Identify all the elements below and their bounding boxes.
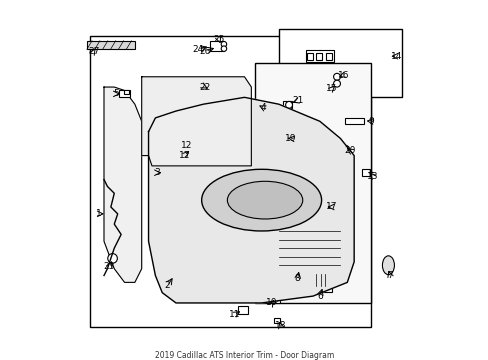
- Bar: [305, 50, 333, 62]
- Bar: [254, 63, 370, 303]
- Circle shape: [160, 168, 170, 178]
- Bar: [119, 90, 129, 97]
- Circle shape: [333, 80, 340, 87]
- Text: 2019 Cadillac ATS Interior Trim - Door Diagram: 2019 Cadillac ATS Interior Trim - Door D…: [155, 351, 333, 360]
- Circle shape: [342, 145, 348, 152]
- Bar: [210, 41, 224, 51]
- Text: 12: 12: [180, 141, 191, 150]
- Text: 23: 23: [103, 262, 115, 271]
- Circle shape: [202, 88, 207, 93]
- Text: 17: 17: [325, 202, 337, 211]
- Ellipse shape: [227, 181, 302, 219]
- Circle shape: [221, 46, 226, 51]
- Polygon shape: [148, 97, 353, 303]
- Bar: [87, 41, 135, 49]
- Text: 8: 8: [294, 274, 300, 283]
- Text: 11: 11: [228, 310, 240, 319]
- Text: 12: 12: [179, 151, 190, 160]
- Bar: [314, 280, 331, 292]
- Text: 5: 5: [113, 89, 119, 98]
- Bar: [273, 318, 280, 323]
- Bar: [318, 204, 327, 210]
- Bar: [278, 29, 401, 97]
- Text: 19: 19: [285, 134, 296, 143]
- Circle shape: [285, 102, 292, 108]
- Circle shape: [212, 88, 218, 93]
- Text: 16: 16: [337, 71, 349, 80]
- Text: 7: 7: [386, 271, 392, 280]
- Circle shape: [272, 297, 278, 302]
- Text: 27: 27: [88, 46, 99, 55]
- Bar: [90, 36, 370, 327]
- Bar: [325, 53, 331, 60]
- Text: 24: 24: [192, 45, 203, 54]
- Text: 22: 22: [199, 82, 210, 91]
- Bar: [279, 135, 288, 142]
- Text: 15: 15: [325, 84, 337, 93]
- Bar: [283, 101, 291, 108]
- Bar: [362, 169, 369, 176]
- Text: 4: 4: [260, 103, 265, 112]
- Bar: [315, 53, 322, 60]
- Bar: [203, 88, 217, 93]
- Polygon shape: [104, 87, 142, 282]
- Text: 14: 14: [390, 52, 402, 61]
- Bar: [344, 118, 363, 125]
- Bar: [123, 90, 128, 94]
- Text: 10: 10: [265, 298, 277, 307]
- Text: 2: 2: [164, 281, 170, 290]
- Text: 26: 26: [199, 46, 210, 55]
- Text: 13: 13: [366, 172, 378, 181]
- Text: 3: 3: [154, 168, 160, 177]
- Text: 9: 9: [367, 117, 373, 126]
- Bar: [251, 100, 257, 108]
- Bar: [306, 53, 312, 60]
- Bar: [296, 266, 305, 271]
- Circle shape: [172, 272, 176, 276]
- Bar: [168, 170, 177, 176]
- Text: 1: 1: [96, 210, 102, 219]
- Bar: [237, 306, 247, 314]
- Text: 20: 20: [344, 146, 355, 155]
- Ellipse shape: [382, 256, 394, 275]
- Bar: [270, 296, 280, 303]
- Polygon shape: [142, 77, 251, 166]
- Circle shape: [221, 41, 226, 47]
- Text: 18: 18: [274, 321, 285, 330]
- Text: 25: 25: [213, 35, 224, 44]
- Circle shape: [333, 73, 340, 80]
- Ellipse shape: [201, 169, 321, 231]
- Circle shape: [107, 253, 117, 263]
- Text: 21: 21: [291, 96, 303, 105]
- Circle shape: [170, 270, 178, 278]
- Text: 6: 6: [316, 292, 322, 301]
